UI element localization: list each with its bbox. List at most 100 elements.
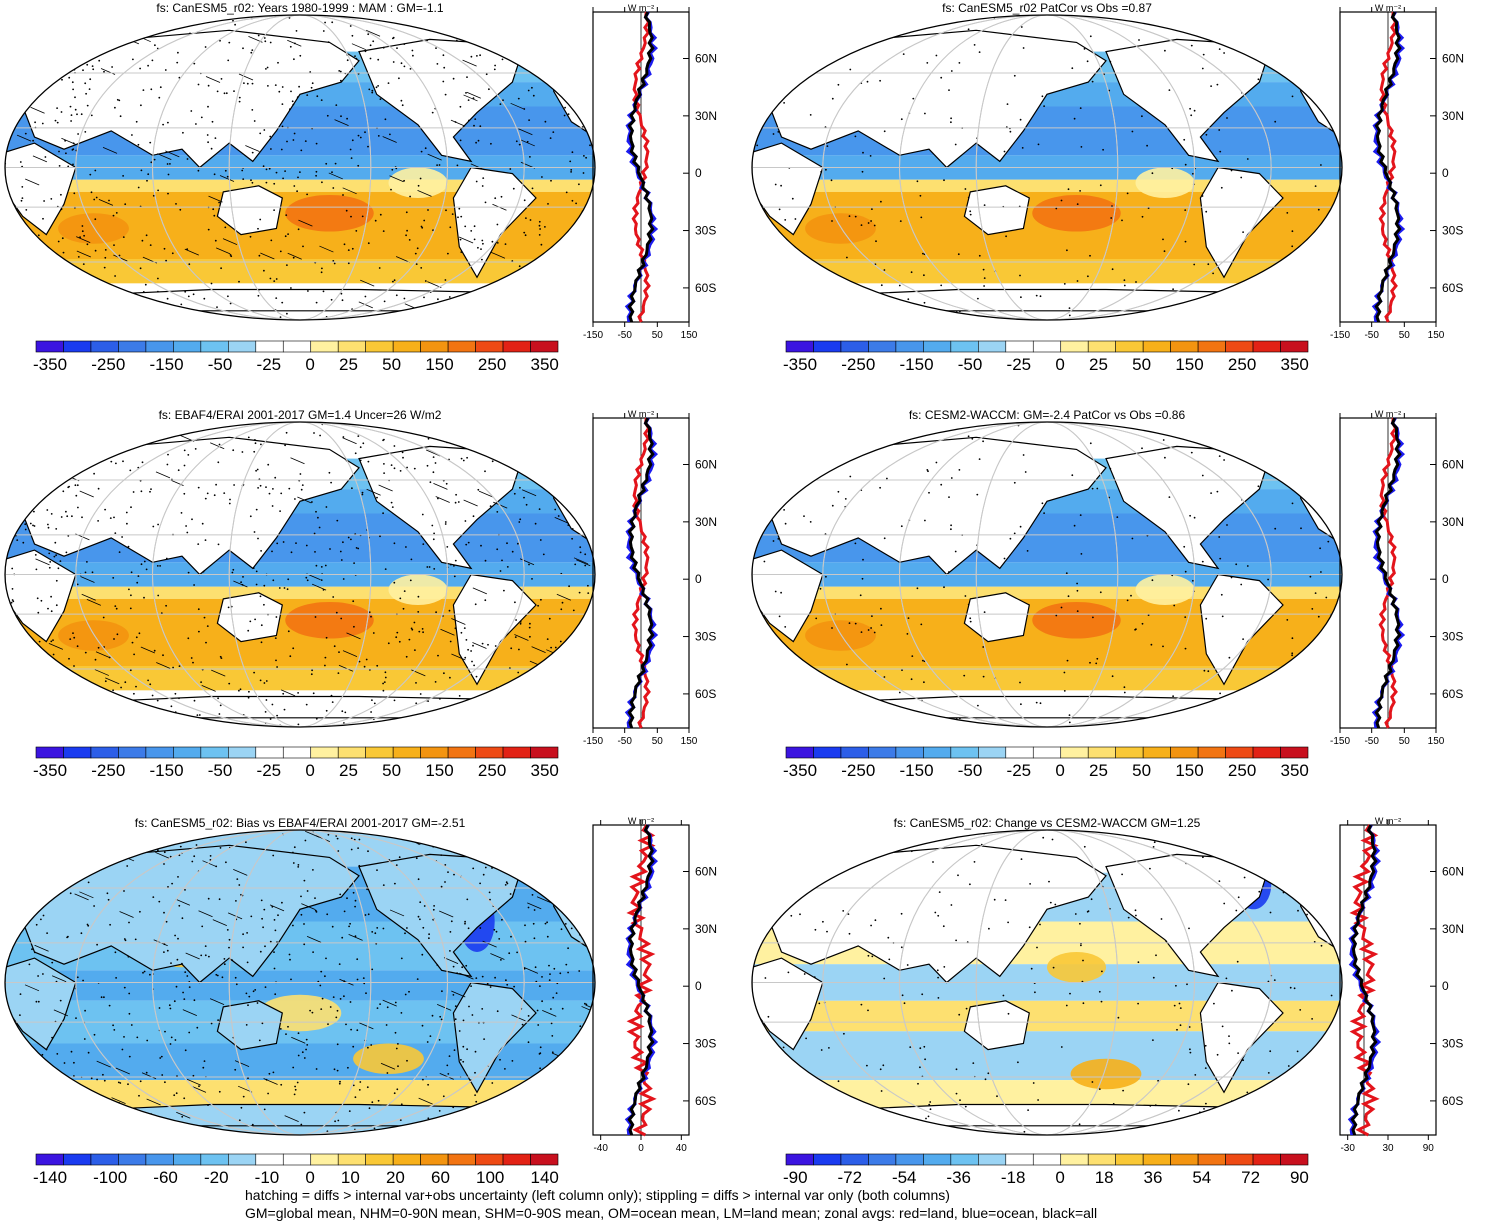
- colorbar-label: 140: [530, 1168, 559, 1187]
- colorbar-label: 150: [1175, 355, 1204, 374]
- colorbar-swatch: [923, 1153, 952, 1166]
- zonal-lat-label: 60S: [695, 687, 716, 701]
- panel-title: fs: EBAF4/ERAI 2001-2017 GM=1.4 Uncer=26…: [158, 408, 442, 422]
- continent-antarctica: [75, 288, 509, 312]
- colorbar-label: -25: [256, 355, 282, 374]
- zonal-land-line: [1378, 11, 1398, 323]
- colorbar-swatch: [337, 1153, 366, 1166]
- colorbar-label: 54: [1192, 1168, 1212, 1187]
- colorbar-swatch: [365, 340, 394, 353]
- world-map: [4, 829, 596, 1136]
- colorbar-swatch: [200, 746, 229, 759]
- colorbar-swatch: [785, 1153, 814, 1166]
- zonal-unit: W m⁻²: [628, 409, 654, 419]
- zonal-lat-label: 30S: [695, 224, 716, 238]
- zonal-lat-label: 60S: [1442, 281, 1463, 295]
- colorbar-label: 18: [1094, 1168, 1114, 1187]
- colorbar-label: 150: [425, 355, 454, 374]
- zonal-unit: W m⁻²: [628, 3, 654, 13]
- world-map: [751, 421, 1343, 728]
- zonal-lat-label: 60S: [695, 281, 716, 295]
- zonal-mean-plot: W m⁻² -150 -50 50 150 60N 30N 0 30S 60S: [583, 409, 717, 747]
- colorbar-swatch: [1115, 1153, 1144, 1166]
- zonal-lat-label: 30S: [1442, 630, 1463, 644]
- zonal-lat-label: 30N: [695, 515, 717, 529]
- colorbar-swatch: [337, 746, 366, 759]
- colorbar-label: 0: [1055, 1168, 1065, 1187]
- colorbar-swatch: [173, 340, 202, 353]
- zonal-lat-label: 30N: [1442, 515, 1464, 529]
- zonal-lat-label: 30S: [1442, 224, 1463, 238]
- zonal-mean-plot: W m⁻² -150 -50 50 150 60N 30N 0 30S 60S: [1330, 3, 1464, 341]
- colorbar-label: 350: [1280, 761, 1309, 780]
- colorbar-swatch: [420, 1153, 449, 1166]
- colorbar-swatch: [950, 340, 979, 353]
- colorbar-swatch: [392, 1153, 421, 1166]
- colorbar-label: 250: [477, 355, 507, 374]
- zonal-xtick: 30: [1382, 1143, 1394, 1154]
- zonal-xtick: -150: [583, 330, 603, 341]
- colorbar: [35, 340, 559, 353]
- zonal-lat-label: 0: [1442, 572, 1449, 586]
- colorbar-swatch: [63, 340, 92, 353]
- colorbar-label: 250: [477, 761, 507, 780]
- continent-asia: [769, 436, 1107, 576]
- colorbar-swatch: [840, 340, 869, 353]
- continent-samerica: [1199, 166, 1284, 279]
- zonal-lat-label: 60S: [1442, 1094, 1463, 1108]
- zonal-lat-label: 60N: [1442, 52, 1464, 66]
- zonal-xtick: 150: [681, 736, 698, 747]
- colorbar-label: -150: [149, 761, 184, 780]
- continent-asia: [769, 844, 1107, 984]
- colorbar-swatch: [813, 1153, 842, 1166]
- colorbar-swatch: [420, 340, 449, 353]
- colorbar-label: -50: [207, 761, 233, 780]
- colorbar-label: -50: [957, 355, 983, 374]
- colorbar-swatch: [255, 746, 284, 759]
- colorbar-swatch: [895, 340, 924, 353]
- colorbar-swatch: [282, 746, 312, 759]
- colorbar: [785, 1153, 1309, 1166]
- continent-antarctica: [822, 288, 1256, 312]
- colorbar-swatch: [447, 340, 476, 353]
- colorbar-label: 350: [530, 761, 559, 780]
- colorbar-swatch: [1060, 746, 1089, 759]
- world-map: [751, 829, 1343, 1136]
- zonal-mean-plot: W m⁻² -150 -50 50 150 60N 30N 0 30S 60S: [1330, 409, 1464, 747]
- colorbar-label: -18: [1000, 1168, 1026, 1187]
- zonal-xtick: -50: [1364, 330, 1379, 341]
- colorbar-label: 90: [1289, 1168, 1309, 1187]
- colorbar-swatch: [118, 1153, 147, 1166]
- colorbar-swatch: [63, 746, 92, 759]
- colorbar-swatch: [200, 340, 229, 353]
- continent-asia: [769, 29, 1107, 169]
- zonal-lat-label: 30S: [695, 1037, 716, 1051]
- world-map: [751, 14, 1343, 321]
- colorbar-label: -25: [1006, 761, 1032, 780]
- zonal-all-line: [1350, 824, 1378, 1136]
- continent-antarctica: [75, 695, 509, 719]
- zonal-xtick: -50: [617, 330, 632, 341]
- colorbar-label: 350: [530, 355, 559, 374]
- zonal-lat-label: 60S: [1442, 687, 1463, 701]
- colorbar-label: -36: [946, 1168, 971, 1187]
- colorbar-swatch: [923, 340, 952, 353]
- colorbar-swatch: [1197, 746, 1226, 759]
- colorbar-swatch: [1252, 1153, 1281, 1166]
- zonal-xtick: 40: [676, 1143, 688, 1154]
- colorbar-swatch: [1252, 746, 1281, 759]
- colorbar-swatch: [813, 340, 842, 353]
- colorbar-label: 0: [1055, 355, 1065, 374]
- colorbar-swatch: [1142, 1153, 1171, 1166]
- colorbar-swatch: [475, 1153, 504, 1166]
- zonal-lat-label: 60N: [1442, 865, 1464, 879]
- colorbar-swatch: [228, 746, 257, 759]
- colorbar-swatch: [145, 1153, 174, 1166]
- colorbar-swatch: [310, 340, 339, 353]
- colorbar-label: 25: [1089, 761, 1108, 780]
- colorbar-label: 150: [1175, 761, 1204, 780]
- colorbar-swatch: [1115, 746, 1144, 759]
- zonal-lat-label: 60N: [1442, 458, 1464, 472]
- colorbar-swatch: [530, 340, 559, 353]
- world-map: [4, 14, 596, 321]
